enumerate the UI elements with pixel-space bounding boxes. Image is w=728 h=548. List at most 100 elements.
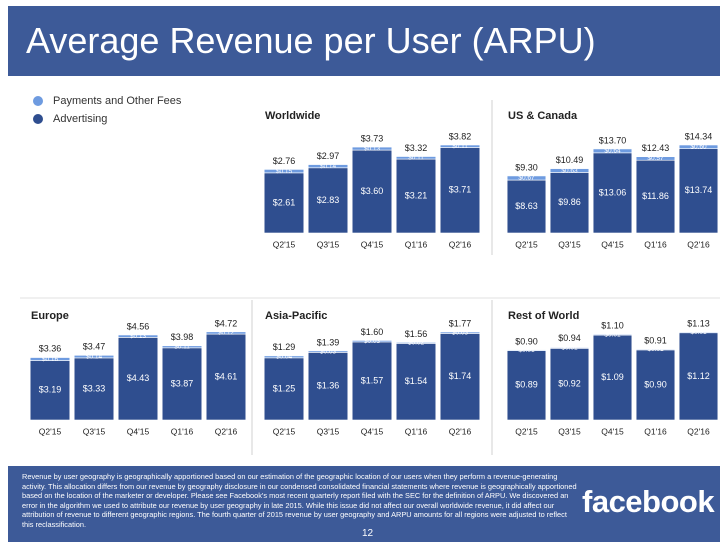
data-label: $0.03 <box>452 329 469 336</box>
bar-segment <box>395 158 437 234</box>
data-label: $0.57 <box>647 155 664 162</box>
charts: Payments and Other Fees Advertising Worldw… <box>20 95 720 455</box>
bar-segment <box>635 349 676 421</box>
bar-segment <box>73 357 115 421</box>
slide-title: Average Revenue per User (ARPU) <box>26 20 596 61</box>
bar-segment <box>205 331 247 335</box>
bar-segment <box>395 342 437 344</box>
bar-segment <box>73 355 115 359</box>
data-label: $8.63 <box>515 201 538 211</box>
bar-segment <box>263 357 305 421</box>
x-tick-label: Q4'15 <box>361 239 384 249</box>
x-tick-label: Q1'16 <box>171 426 194 436</box>
bar-segment <box>395 343 437 421</box>
data-label: $0.60 <box>690 144 707 151</box>
bar-segment <box>117 337 159 421</box>
data-label: $3.21 <box>405 190 428 200</box>
bar-segment <box>592 334 633 336</box>
bar-segment <box>635 159 676 234</box>
data-label: $0.03 <box>364 338 381 345</box>
data-label: $1.74 <box>449 371 472 381</box>
total-label: $2.76 <box>273 156 296 166</box>
data-label: $0.13 <box>364 145 381 152</box>
chart-title: Worldwide <box>265 110 320 122</box>
data-label: $0.63 <box>561 167 578 174</box>
bar-segment <box>592 152 633 234</box>
x-tick-label: Q3'15 <box>317 426 340 436</box>
x-tick-label: Q3'15 <box>558 426 581 436</box>
page-number: 12 <box>362 528 374 539</box>
data-label: $1.57 <box>361 375 384 385</box>
footnote: Revenue by user geography is geographica… <box>22 472 577 529</box>
data-label: $0.01 <box>690 329 707 336</box>
data-label: $0.92 <box>558 379 581 389</box>
total-label: $3.98 <box>171 332 194 342</box>
data-label: $0.16 <box>42 356 59 363</box>
data-label: $1.36 <box>317 381 340 391</box>
data-label: $13.74 <box>685 185 713 195</box>
bar-segment <box>439 331 481 334</box>
data-label: $0.11 <box>174 344 190 351</box>
data-label: $0.15 <box>276 168 293 175</box>
x-tick-label: Q3'15 <box>317 239 340 249</box>
data-label: $0.14 <box>86 353 103 360</box>
header-band: Average Revenue per User (ARPU) <box>8 6 720 76</box>
total-label: $3.47 <box>83 342 106 352</box>
total-label: $1.39 <box>317 337 340 347</box>
bar-segment <box>351 149 393 234</box>
bar-segment <box>307 167 349 234</box>
data-label: $0.14 <box>320 163 337 170</box>
data-label: $2.83 <box>317 195 340 205</box>
bar-segment <box>29 357 71 361</box>
bar-segment <box>506 179 547 234</box>
bar-segment <box>549 168 590 173</box>
data-label: $0.03 <box>320 348 337 355</box>
x-tick-label: Q4'15 <box>601 426 624 436</box>
bar-segment <box>351 146 393 151</box>
x-tick-label: Q1'16 <box>644 239 667 249</box>
bar-segment <box>263 169 305 174</box>
legend-swatch <box>33 114 43 124</box>
data-label: $3.71 <box>449 185 472 195</box>
bar-segment <box>678 144 719 149</box>
data-label: $0.89 <box>515 380 538 390</box>
data-label: $2.61 <box>273 197 296 207</box>
data-label: $11.86 <box>642 191 669 201</box>
total-label: $3.32 <box>405 143 428 153</box>
data-label: $3.60 <box>361 186 384 196</box>
legend-swatch <box>33 96 43 106</box>
bar-segment <box>117 334 159 338</box>
total-label: $3.73 <box>361 133 384 143</box>
data-label: $3.19 <box>39 385 62 395</box>
data-label: $0.04 <box>276 354 293 361</box>
total-label: $3.36 <box>39 344 62 354</box>
x-tick-label: Q1'16 <box>405 426 428 436</box>
bar-segment <box>161 345 203 349</box>
bar-segment <box>29 360 71 421</box>
bar-segment <box>549 348 590 421</box>
x-tick-label: Q2'16 <box>215 426 238 436</box>
data-label: $0.64 <box>604 148 621 155</box>
data-label: $1.25 <box>273 383 296 393</box>
data-label: $0.90 <box>644 379 667 389</box>
data-label: $0.01 <box>647 346 664 353</box>
data-label: $1.54 <box>405 376 428 386</box>
data-label: $0.11 <box>452 143 468 150</box>
data-label: $3.87 <box>171 378 194 388</box>
x-tick-label: Q3'15 <box>83 426 106 436</box>
total-label: $1.60 <box>361 327 384 337</box>
bar-segment <box>307 352 349 421</box>
data-label: $0.13 <box>130 333 147 340</box>
data-label: $0.11 <box>408 155 424 162</box>
total-label: $0.94 <box>558 333 581 343</box>
bar-segment <box>439 333 481 421</box>
bar-segment <box>506 175 547 181</box>
total-label: $1.10 <box>601 321 624 331</box>
bar-segment <box>592 148 633 154</box>
bar-segment <box>307 164 349 169</box>
data-label: $13.06 <box>599 187 627 197</box>
bar-segment <box>549 172 590 234</box>
legend-label: Payments and Other Fees <box>53 95 182 107</box>
total-label: $9.30 <box>515 162 538 172</box>
